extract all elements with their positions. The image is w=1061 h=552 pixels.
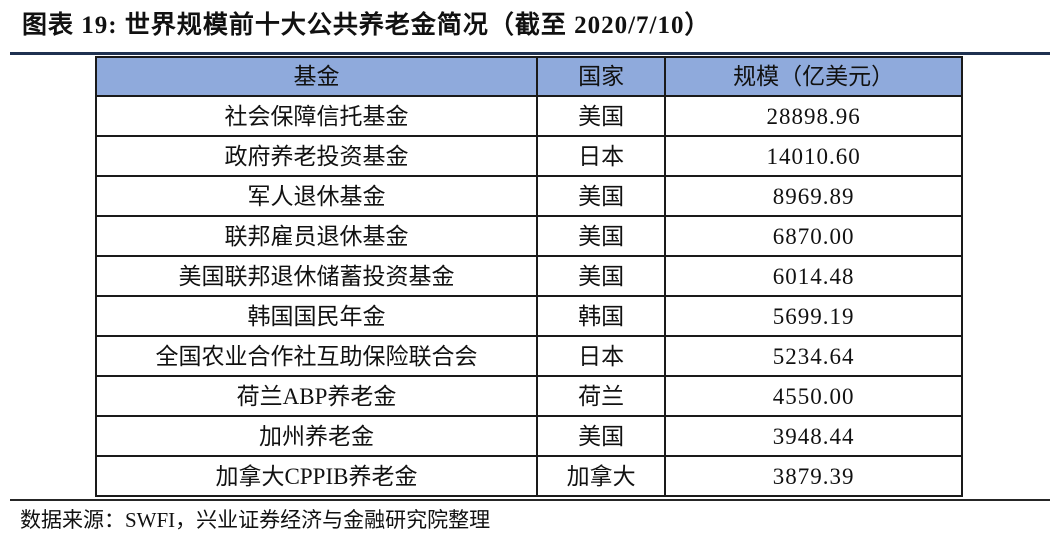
fund-cell: 政府养老投资基金 bbox=[94, 135, 539, 177]
pension-table: 基金 国家 规模（亿美元） 社会保障信托基金 美国 28898.96 政府养老投… bbox=[94, 56, 963, 497]
country-cell: 美国 bbox=[536, 95, 667, 137]
table-row: 全国农业合作社互助保险联合会 日本 5234.64 bbox=[94, 335, 963, 377]
figure-title: 图表 19: 世界规模前十大公共养老金简况（截至 2020/7/10） bbox=[22, 12, 711, 39]
fund-cell: 社会保障信托基金 bbox=[94, 95, 539, 137]
data-source-note: 数据来源：SWFI，兴业证券经济与金融研究院整理 bbox=[20, 508, 491, 532]
scale-cell: 6870.00 bbox=[664, 215, 963, 257]
country-cell: 美国 bbox=[536, 415, 667, 457]
table-row: 政府养老投资基金 日本 14010.60 bbox=[94, 135, 963, 177]
scale-cell: 8969.89 bbox=[664, 175, 963, 217]
pension-table-container: 基金 国家 规模（亿美元） 社会保障信托基金 美国 28898.96 政府养老投… bbox=[94, 56, 963, 497]
table-row: 社会保障信托基金 美国 28898.96 bbox=[94, 95, 963, 137]
scale-cell: 5699.19 bbox=[664, 295, 963, 337]
table-row: 联邦雇员退休基金 美国 6870.00 bbox=[94, 215, 963, 257]
country-cell: 韩国 bbox=[536, 295, 667, 337]
fund-cell: 美国联邦退休储蓄投资基金 bbox=[94, 255, 539, 297]
fund-cell: 荷兰ABP养老金 bbox=[94, 375, 539, 417]
fund-cell: 军人退休基金 bbox=[94, 175, 539, 217]
scale-cell: 4550.00 bbox=[664, 375, 963, 417]
fund-cell: 韩国国民年金 bbox=[94, 295, 539, 337]
scale-cell: 28898.96 bbox=[664, 95, 963, 137]
table-row: 加拿大CPPIB养老金 加拿大 3879.39 bbox=[94, 455, 963, 497]
country-cell: 荷兰 bbox=[536, 375, 667, 417]
country-cell: 美国 bbox=[536, 255, 667, 297]
fund-cell: 加拿大CPPIB养老金 bbox=[94, 455, 539, 497]
col-header-country: 国家 bbox=[536, 56, 667, 97]
scale-cell: 6014.48 bbox=[664, 255, 963, 297]
table-header-row: 基金 国家 规模（亿美元） bbox=[94, 56, 963, 97]
col-header-scale: 规模（亿美元） bbox=[664, 56, 963, 97]
scale-cell: 14010.60 bbox=[664, 135, 963, 177]
scale-cell: 3948.44 bbox=[664, 415, 963, 457]
scale-cell: 5234.64 bbox=[664, 335, 963, 377]
table-row: 荷兰ABP养老金 荷兰 4550.00 bbox=[94, 375, 963, 417]
fund-cell: 联邦雇员退休基金 bbox=[94, 215, 539, 257]
title-divider bbox=[10, 52, 1050, 55]
country-cell: 加拿大 bbox=[536, 455, 667, 497]
col-header-fund: 基金 bbox=[94, 56, 539, 97]
table-row: 加州养老金 美国 3948.44 bbox=[94, 415, 963, 457]
table-row: 军人退休基金 美国 8969.89 bbox=[94, 175, 963, 217]
country-cell: 美国 bbox=[536, 175, 667, 217]
fund-cell: 加州养老金 bbox=[94, 415, 539, 457]
fund-cell: 全国农业合作社互助保险联合会 bbox=[94, 335, 539, 377]
country-cell: 美国 bbox=[536, 215, 667, 257]
country-cell: 日本 bbox=[536, 135, 667, 177]
table-row: 韩国国民年金 韩国 5699.19 bbox=[94, 295, 963, 337]
table-bottom-divider bbox=[10, 499, 1050, 501]
scale-cell: 3879.39 bbox=[664, 455, 963, 497]
country-cell: 日本 bbox=[536, 335, 667, 377]
table-row: 美国联邦退休储蓄投资基金 美国 6014.48 bbox=[94, 255, 963, 297]
